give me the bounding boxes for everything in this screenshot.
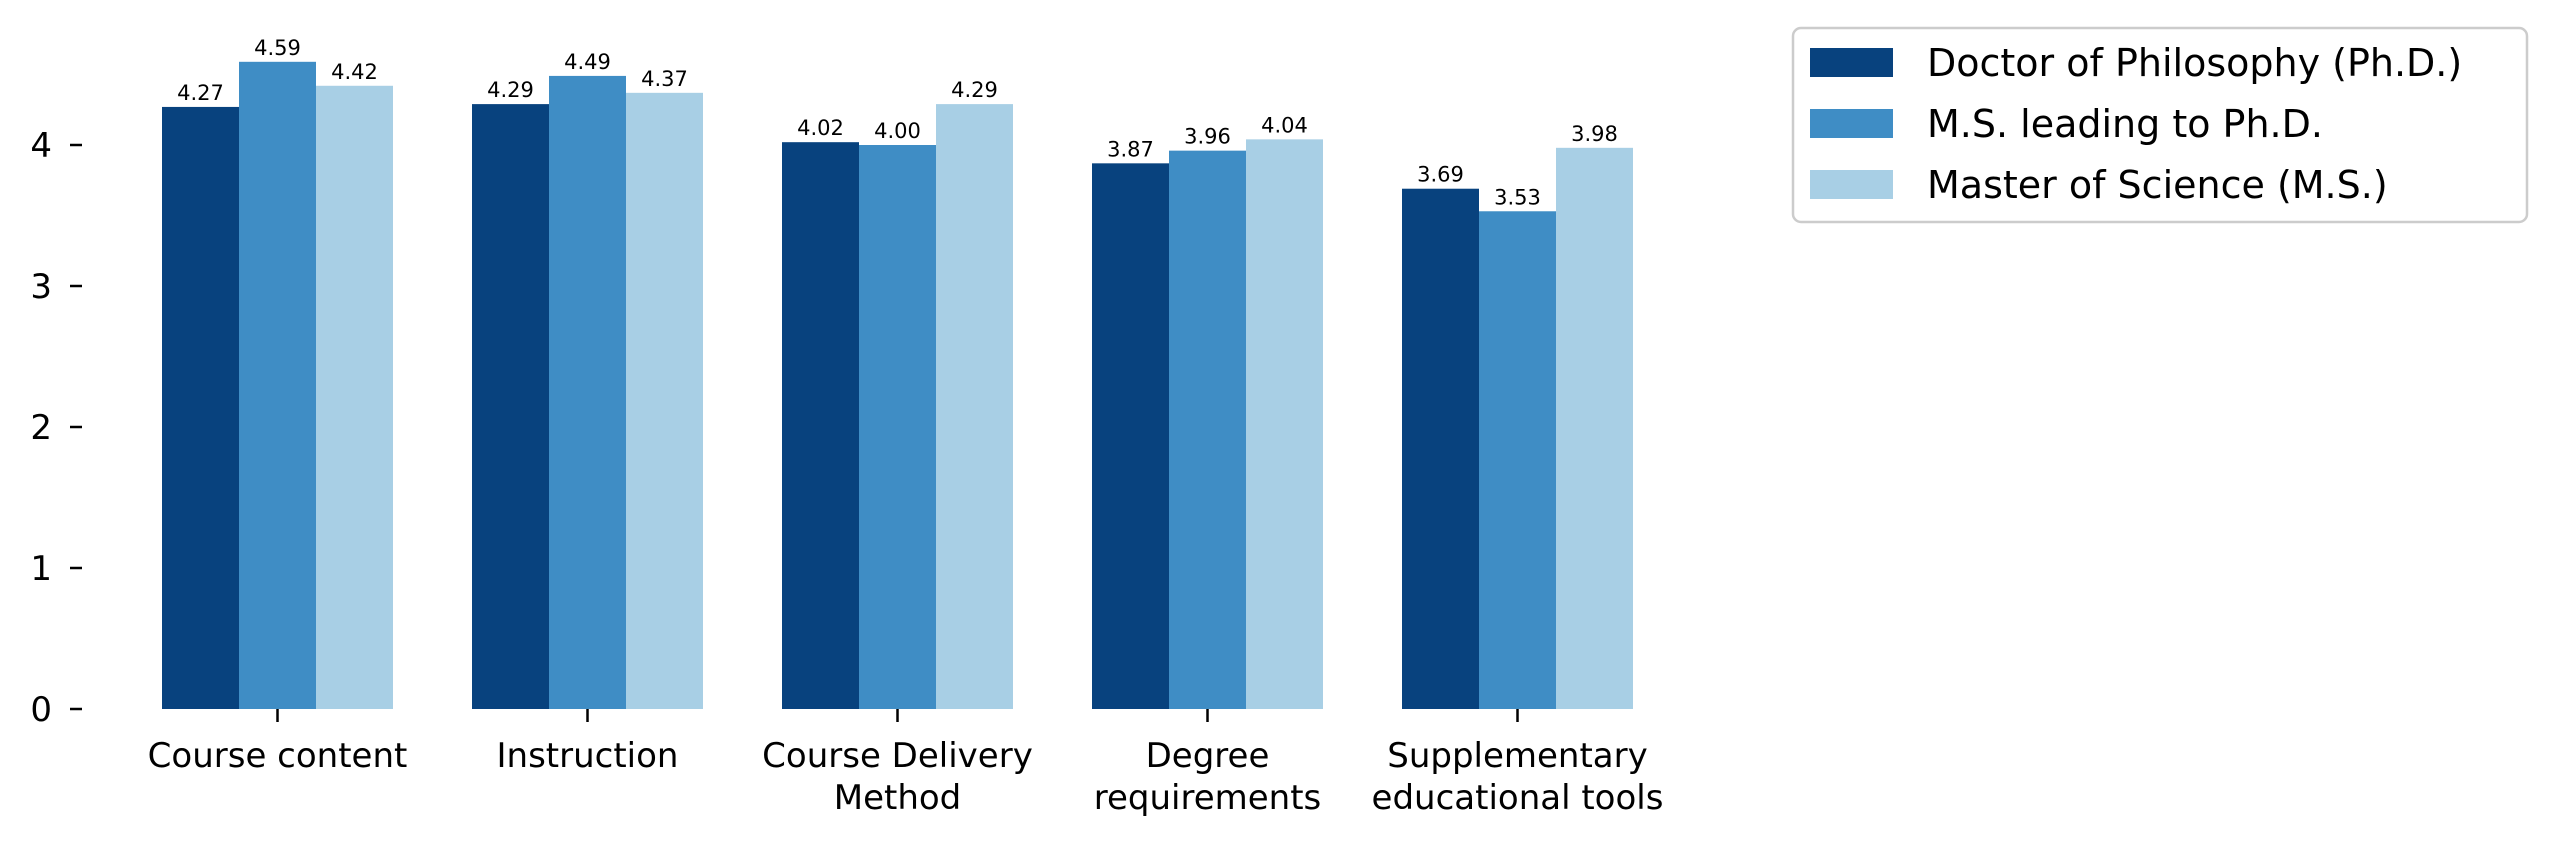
x-tick-label: Course content <box>148 736 408 776</box>
bar-value-label: 4.00 <box>874 119 921 143</box>
legend-swatch <box>1810 170 1893 199</box>
bar-value-label: 3.53 <box>1494 185 1541 209</box>
bar-value-label: 3.87 <box>1107 137 1154 161</box>
bar-value-label: 4.04 <box>1261 113 1308 137</box>
y-tick-label: 1 <box>30 549 52 589</box>
legend-swatch <box>1810 48 1893 77</box>
legend-label: M.S. leading to Ph.D. <box>1927 102 2323 146</box>
bar <box>162 106 239 710</box>
y-axis: 0 1 2 3 4 <box>30 126 82 730</box>
legend: Doctor of Philosophy (Ph.D.) M.S. leading… <box>1791 26 2529 224</box>
bar-value-label: 4.37 <box>641 67 688 91</box>
bar <box>782 142 859 709</box>
x-axis: Course content Instruction Course Delivery… <box>148 709 1664 818</box>
legend-label: Doctor of Philosophy (Ph.D.) <box>1927 41 2462 85</box>
bar <box>549 75 626 709</box>
legend-frame <box>1791 26 2529 224</box>
y-tick-label: 2 <box>30 408 52 448</box>
bar-value-label: 4.29 <box>951 78 998 102</box>
bar <box>239 61 316 710</box>
y-tick-label: 4 <box>30 126 52 166</box>
bar-value-label: 4.59 <box>254 36 301 60</box>
bars: 4.27 4.59 4.42 4.29 4.49 4.37 4.02 4.00 4.29 3.87… <box>162 36 1633 710</box>
bar <box>859 145 936 709</box>
x-tick-label: Method <box>834 778 962 818</box>
bar <box>936 104 1013 710</box>
bar-value-label: 3.98 <box>1571 122 1618 146</box>
bar-value-label: 4.02 <box>797 116 844 140</box>
bar <box>1402 188 1479 709</box>
bar-value-label: 4.29 <box>487 78 534 102</box>
y-tick-label: 0 <box>30 690 52 730</box>
bar <box>472 104 549 710</box>
legend-swatch <box>1810 109 1893 138</box>
bar-value-label: 4.49 <box>564 50 611 74</box>
x-tick-label: educational tools <box>1372 778 1664 818</box>
bar-value-label: 4.27 <box>177 81 224 105</box>
y-tick-label: 3 <box>30 267 52 307</box>
bar-value-label: 4.42 <box>331 60 378 84</box>
bar <box>316 85 393 709</box>
x-tick-label: Course Delivery <box>762 736 1033 776</box>
x-tick-label: Degree <box>1146 736 1270 776</box>
x-tick-label: Instruction <box>497 736 679 776</box>
bar <box>1479 211 1556 709</box>
bar-value-label: 3.96 <box>1184 125 1231 149</box>
bar <box>1092 163 1169 709</box>
bar-value-label: 3.69 <box>1417 163 1464 187</box>
legend-label: Master of Science (M.S.) <box>1927 163 2388 207</box>
bar <box>1169 150 1246 709</box>
bar <box>1246 139 1323 710</box>
x-tick-label: Supplementary <box>1387 736 1648 776</box>
x-tick-label: requirements <box>1094 778 1322 818</box>
bar <box>626 92 703 709</box>
bar <box>1556 147 1633 709</box>
